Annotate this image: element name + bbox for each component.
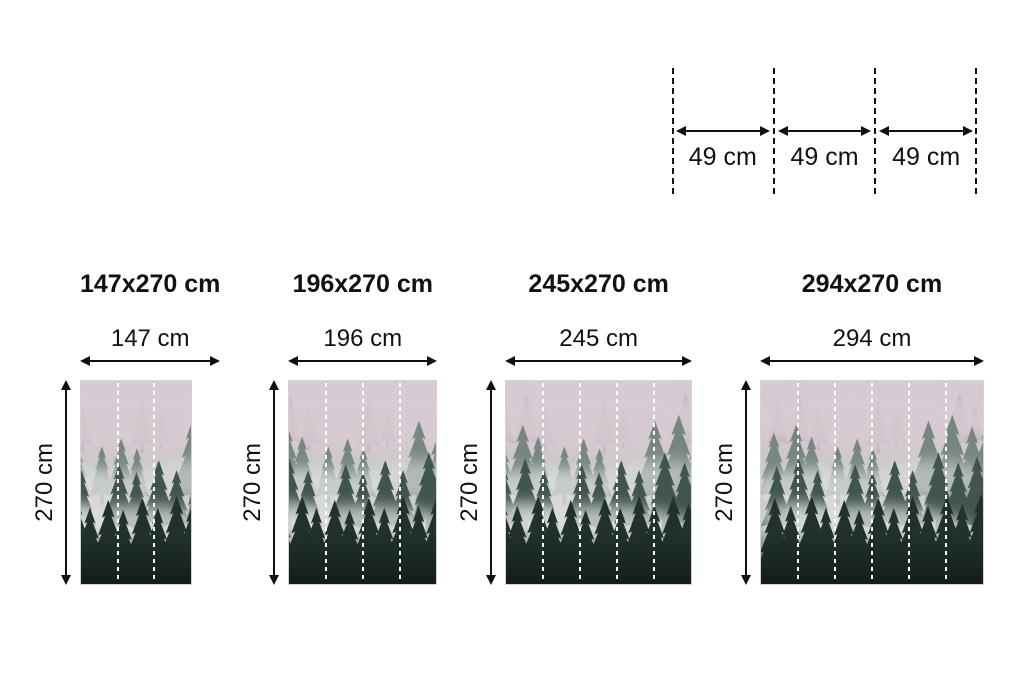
mural-preview [505,380,693,585]
width-arrow-icon [80,356,221,366]
strip-divider-line [325,383,328,582]
arrow-line [762,360,981,362]
strip-divider-line [870,383,873,582]
width-dimension-label: 294 cm [832,325,912,352]
arrow-line [508,360,690,362]
strip-width-arrow-icon [777,126,872,136]
strip-width-arrow-icon [676,126,770,136]
strip-width-label: 49 cm [892,143,961,171]
height-dimension-label: 270 cm [239,443,267,522]
strip-dashed-line [874,68,876,195]
height-dimension-gutter: 270 cm [453,380,505,585]
height-arrow-icon [61,380,71,585]
height-dimension-gutter: 270 cm [236,380,288,585]
strip-divider-line [653,383,656,582]
strip-divider-line [116,383,119,582]
strip-width-diagram: 49 cm 49 cm 49 cm [672,68,977,195]
foggy-forest-image [506,381,691,584]
size-figure: 147x270 cm 147 cm 270 cm [28,268,221,585]
height-arrow-icon [740,380,751,585]
arrow-line [273,383,276,582]
strip-width-label: 49 cm [688,143,757,171]
foggy-forest-image [81,381,191,584]
size-title: 245x270 cm [528,270,669,298]
mural-preview [288,380,438,585]
strip-segment: 49 cm [774,68,876,195]
strip-divider-line [616,383,619,582]
strip-width-arrow-icon [879,126,973,136]
arrow-line [780,130,869,132]
size-figure: 294x270 cm 294 cm 270 cm [708,268,984,585]
arrow-line [291,360,435,362]
size-title: 147x270 cm [80,270,221,298]
height-dimension-label: 270 cm [456,443,484,522]
height-arrow-icon [486,380,497,585]
arrow-line [490,383,493,582]
size-figure: 245x270 cm 245 cm 270 cm [453,268,693,585]
strip-divider-line [579,383,582,582]
strip-divider-line [907,383,910,582]
width-arrow-icon [505,356,693,366]
strip-divider-line [153,383,156,582]
size-figures-row: 147x270 cm 147 cm 270 cm 196x270 cm 196 … [28,268,984,585]
size-title: 294x270 cm [801,270,943,298]
height-dimension-label: 270 cm [31,443,58,522]
arrow-line [882,130,970,132]
strip-divider-line [833,383,836,582]
width-dimension-label: 147 cm [110,325,190,352]
strip-divider-line [944,383,947,582]
height-dimension-gutter: 270 cm [708,380,760,585]
width-dimension-label: 245 cm [559,325,638,352]
strip-segment: 49 cm [875,68,977,195]
size-title: 196x270 cm [292,270,433,298]
strip-divider-line [796,383,799,582]
width-arrow-icon [759,356,984,366]
mural-preview [80,380,192,585]
arrow-line [744,383,747,582]
strip-dashed-line [672,68,674,195]
arrow-line [679,130,767,132]
strip-divider-line [398,383,401,582]
size-figure: 196x270 cm 196 cm 270 cm [236,268,438,585]
strip-dashed-line [773,68,775,195]
strip-divider-line [542,383,545,582]
strip-divider-line [361,383,364,582]
mural-preview [759,380,984,585]
strip-width-label: 49 cm [790,143,859,171]
strip-cells: 49 cm 49 cm 49 cm [672,68,977,195]
strip-segment: 49 cm [672,68,774,195]
width-dimension-label: 196 cm [323,325,403,352]
width-arrow-icon [288,356,438,366]
arrow-line [65,383,67,582]
arrow-line [83,360,218,362]
strip-dashed-line [975,68,977,195]
height-dimension-gutter: 270 cm [28,380,80,585]
height-arrow-icon [269,380,280,585]
height-dimension-label: 270 cm [710,443,738,522]
